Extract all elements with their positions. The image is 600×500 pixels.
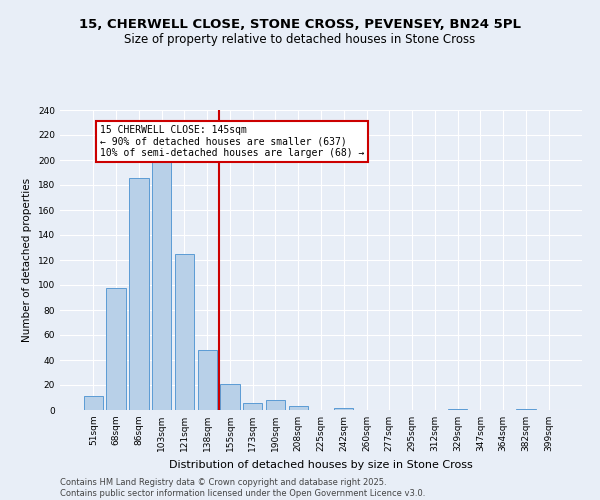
Bar bbox=[129, 178, 149, 410]
Text: 15, CHERWELL CLOSE, STONE CROSS, PEVENSEY, BN24 5PL: 15, CHERWELL CLOSE, STONE CROSS, PEVENSE… bbox=[79, 18, 521, 30]
Bar bbox=[152, 159, 172, 410]
Bar bbox=[84, 396, 103, 410]
Bar bbox=[106, 288, 126, 410]
Text: Size of property relative to detached houses in Stone Cross: Size of property relative to detached ho… bbox=[124, 32, 476, 46]
Y-axis label: Number of detached properties: Number of detached properties bbox=[22, 178, 32, 342]
Bar bbox=[220, 384, 239, 410]
Bar bbox=[243, 402, 262, 410]
X-axis label: Distribution of detached houses by size in Stone Cross: Distribution of detached houses by size … bbox=[169, 460, 473, 469]
Text: 15 CHERWELL CLOSE: 145sqm
← 90% of detached houses are smaller (637)
10% of semi: 15 CHERWELL CLOSE: 145sqm ← 90% of detac… bbox=[100, 125, 365, 158]
Text: Contains HM Land Registry data © Crown copyright and database right 2025.
Contai: Contains HM Land Registry data © Crown c… bbox=[60, 478, 425, 498]
Bar bbox=[334, 408, 353, 410]
Bar bbox=[516, 409, 536, 410]
Bar bbox=[197, 350, 217, 410]
Bar bbox=[175, 254, 194, 410]
Bar bbox=[289, 406, 308, 410]
Bar bbox=[266, 400, 285, 410]
Bar bbox=[448, 409, 467, 410]
